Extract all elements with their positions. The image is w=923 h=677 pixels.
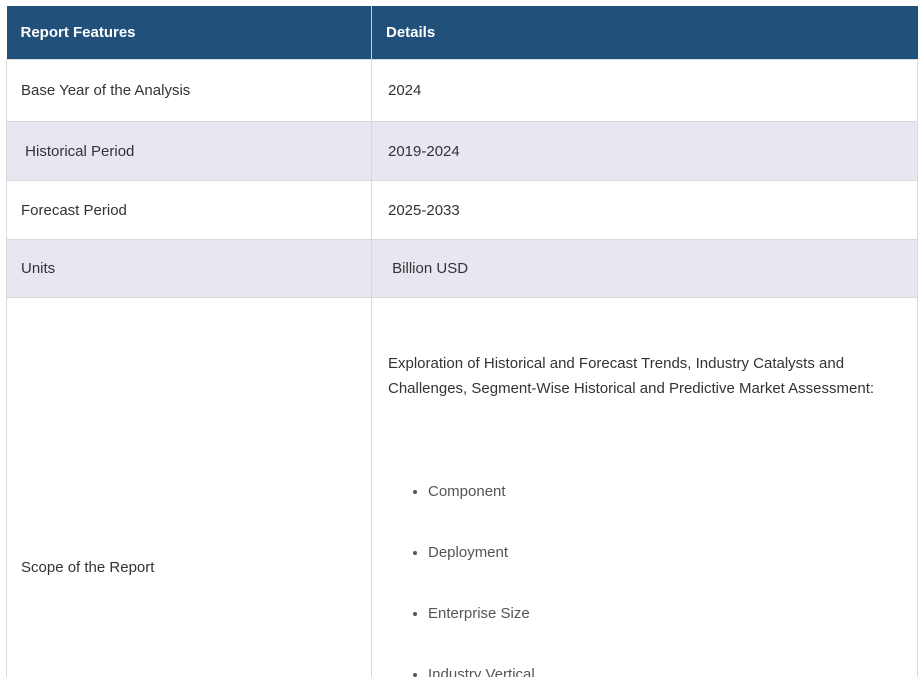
- column-header-report-features: Report Features: [6, 6, 372, 60]
- scope-segments-list: Component Deployment Enterprise Size Ind…: [388, 444, 901, 677]
- table-row: Base Year of the Analysis 2024: [6, 59, 918, 122]
- feature-cell: Forecast Period: [6, 180, 372, 240]
- details-cell: Billion USD: [371, 239, 918, 298]
- table-header-row: Report Features Details: [6, 6, 918, 60]
- table-row: Units Billion USD: [6, 239, 918, 298]
- scope-description: Exploration of Historical and Forecast T…: [388, 355, 875, 397]
- details-cell: 2019-2024: [371, 121, 918, 181]
- details-cell: 2025-2033: [371, 180, 918, 240]
- table-row: Scope of the Report Exploration of Histo…: [6, 297, 918, 677]
- table-row: Historical Period 2019-2024: [6, 121, 918, 181]
- feature-cell: Scope of the Report: [6, 297, 372, 677]
- details-cell: 2024: [371, 59, 918, 122]
- list-item: Enterprise Size: [428, 600, 901, 627]
- feature-cell: Historical Period: [6, 121, 372, 181]
- feature-cell: Base Year of the Analysis: [6, 59, 372, 122]
- feature-cell: Units: [6, 239, 372, 298]
- details-cell: Exploration of Historical and Forecast T…: [371, 297, 918, 677]
- column-header-details: Details: [371, 6, 918, 60]
- list-item: Deployment: [428, 539, 901, 566]
- list-item: Component: [428, 478, 901, 505]
- report-details-table: Report Features Details Base Year of the…: [6, 6, 918, 677]
- table-row: Forecast Period 2025-2033: [6, 180, 918, 240]
- list-item: Industry Vertical: [428, 661, 901, 677]
